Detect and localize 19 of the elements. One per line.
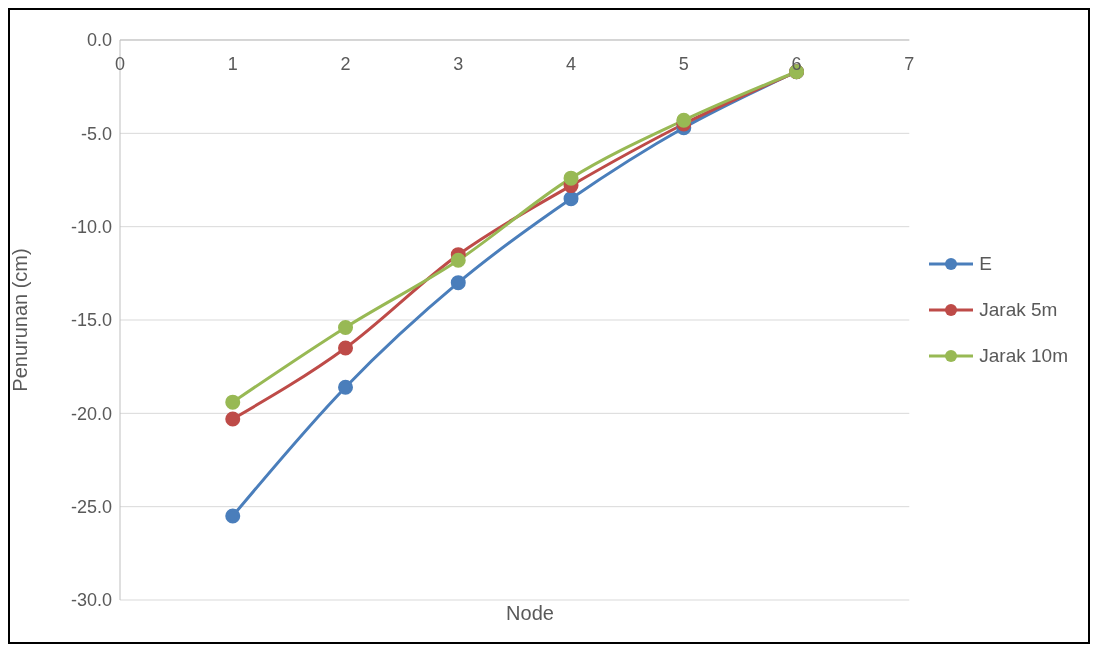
y-tick-label: -10.0 xyxy=(70,217,112,238)
y-tick-label: -30.0 xyxy=(70,590,112,611)
legend-label: Jarak 10m xyxy=(979,344,1068,368)
y-tick-label: -5.0 xyxy=(80,123,112,144)
x-tick-label: 3 xyxy=(453,54,464,74)
y-tick-label: -15.0 xyxy=(70,310,112,331)
x-tick-label: 1 xyxy=(227,54,238,74)
legend-label: E xyxy=(979,252,992,276)
y-tick-label: 0.0 xyxy=(86,30,112,51)
x-axis-title: Node xyxy=(505,602,555,625)
x-tick-label: 2 xyxy=(340,54,351,74)
legend-label: Jarak 5m xyxy=(979,298,1058,322)
x-tick-label: 4 xyxy=(566,54,577,74)
x-tick-label: 5 xyxy=(678,54,689,74)
y-axis-title: Penurunan (cm) xyxy=(9,248,32,392)
y-tick-label: -25.0 xyxy=(70,497,112,518)
y-tick-label: -20.0 xyxy=(70,403,112,424)
x-tick-label: 0 xyxy=(114,54,126,74)
x-tick-label: 7 xyxy=(904,54,915,74)
